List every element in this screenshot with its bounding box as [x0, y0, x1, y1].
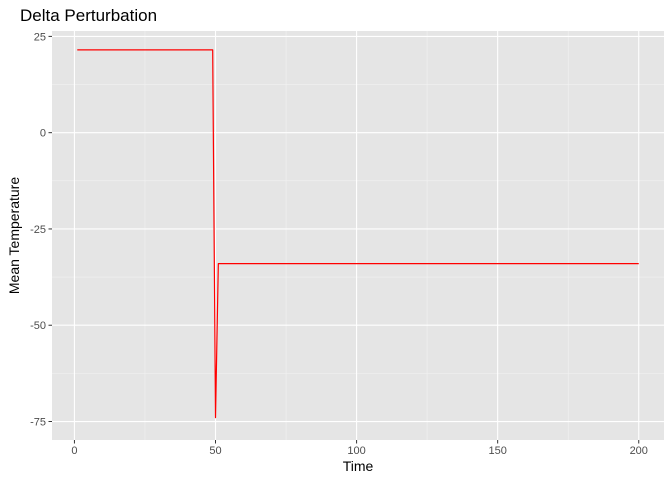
minor-gridlines: [52, 31, 664, 440]
y-tick-label: -50: [30, 320, 46, 332]
x-axis: 0 50 100 150 200: [71, 440, 648, 457]
x-tick-label: 200: [630, 445, 648, 457]
y-tick-label: -25: [30, 224, 46, 236]
y-axis: 25 0 -25 -50 -75: [30, 31, 52, 429]
x-tick-label: 0: [71, 445, 77, 457]
x-tick-label: 100: [347, 445, 365, 457]
series-layer: [77, 49, 639, 419]
chart-title: Delta Perturbation: [20, 6, 157, 25]
y-axis-title: Mean Temperature: [6, 177, 22, 294]
series-line: [77, 49, 639, 419]
x-tick-label: 50: [209, 445, 221, 457]
plot-panel: [52, 31, 664, 440]
major-gridlines: [52, 31, 664, 440]
x-tick-label: 150: [488, 445, 506, 457]
y-tick-label: -75: [30, 417, 46, 429]
y-tick-label: 25: [34, 31, 46, 43]
x-axis-title: Time: [343, 458, 374, 474]
y-tick-label: 0: [40, 128, 46, 140]
